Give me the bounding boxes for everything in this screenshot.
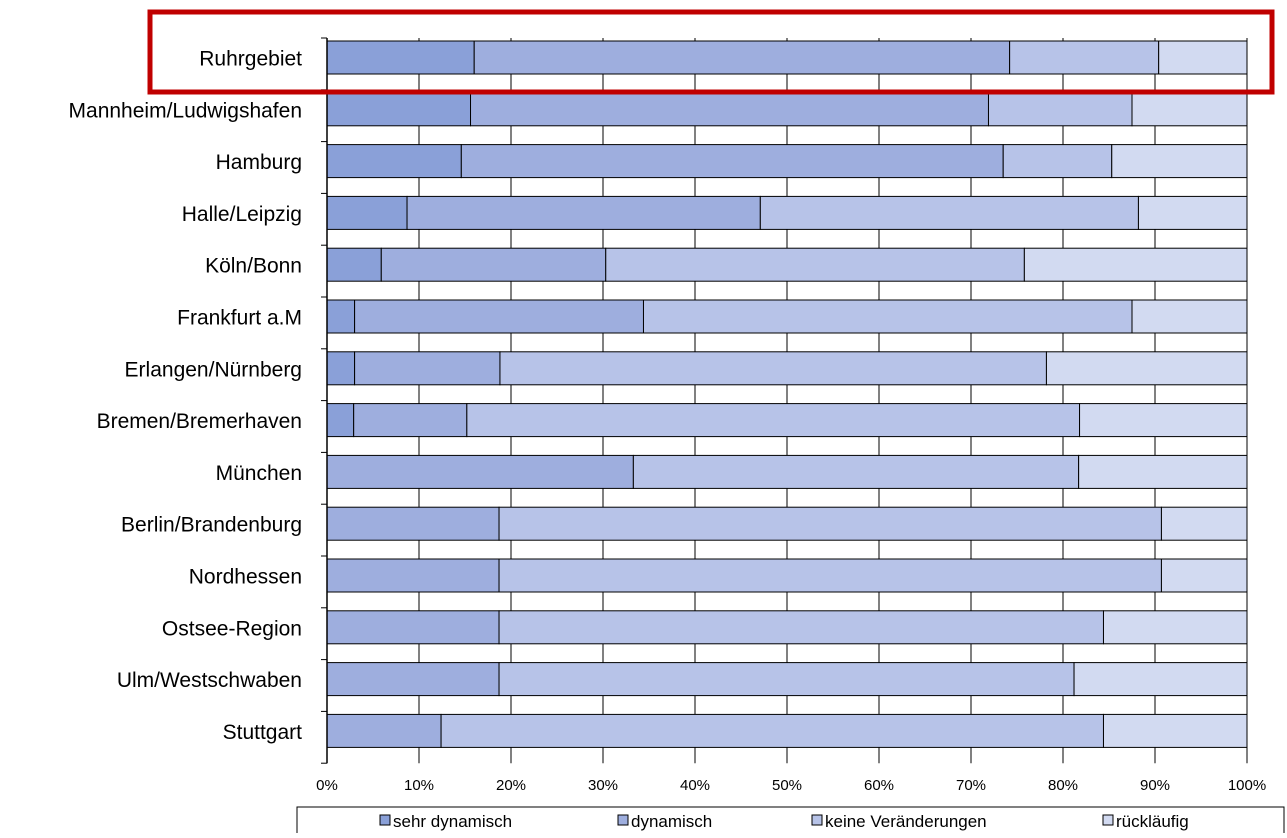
legend-label: rückläufig — [1116, 812, 1189, 831]
legend-swatch — [379, 814, 391, 826]
bar-segment — [498, 558, 1162, 593]
x-tick-label: 60% — [864, 777, 894, 794]
category-label: Köln/Bonn — [205, 255, 302, 278]
category-label: Ostsee-Region — [162, 617, 302, 640]
bar-segment — [354, 299, 644, 334]
bar-segment — [326, 506, 500, 541]
bar-segment — [1009, 40, 1160, 75]
bar-segment — [326, 662, 500, 697]
bar-segment — [326, 92, 472, 127]
category-label: München — [216, 462, 302, 485]
x-tick-label: 70% — [956, 777, 986, 794]
bar-segment — [380, 247, 607, 282]
legend-swatch — [617, 814, 629, 826]
bar-segment — [460, 144, 1004, 179]
bar-segment — [499, 351, 1047, 386]
bar-segment — [326, 195, 408, 230]
bar-segment — [326, 403, 355, 438]
category-label: Stuttgart — [223, 721, 303, 744]
x-tick-label: 30% — [588, 777, 618, 794]
category-label: Ulm/Westschwaben — [117, 669, 302, 692]
category-label: Hamburg — [216, 151, 302, 174]
legend-swatch — [1102, 814, 1114, 826]
bar-segment — [326, 713, 442, 748]
category-label: Frankfurt a.M — [177, 307, 302, 330]
bar-segment — [353, 403, 468, 438]
bar-segment — [1002, 144, 1113, 179]
legend-label: keine Veränderungen — [825, 812, 987, 831]
legend-label: sehr dynamisch — [393, 812, 512, 831]
legend-label: dynamisch — [631, 812, 712, 831]
x-tick-label: 20% — [496, 777, 526, 794]
bar-segment — [326, 454, 634, 489]
bar-segment — [1137, 195, 1248, 230]
x-tick-label: 10% — [404, 777, 434, 794]
legend-box — [296, 806, 1285, 838]
bar-segment — [759, 195, 1139, 230]
category-label: Erlangen/Nürnberg — [125, 358, 302, 381]
highlight-frame — [147, 9, 1275, 95]
bar-segment — [498, 662, 1075, 697]
bar-segment — [326, 351, 356, 386]
x-tick-label: 0% — [316, 777, 338, 794]
x-tick-label: 100% — [1228, 777, 1266, 794]
bar-segment — [498, 610, 1104, 645]
bar-segment — [466, 403, 1081, 438]
bar-segment — [498, 506, 1162, 541]
category-label: Nordhessen — [189, 566, 302, 589]
bar-segment — [354, 351, 501, 386]
category-label: Halle/Leipzig — [182, 203, 302, 226]
bar-segment — [473, 40, 1011, 75]
bar-segment — [1160, 558, 1248, 593]
legend-swatch — [811, 814, 823, 826]
bar-segment — [1131, 92, 1248, 127]
bar-segment — [1023, 247, 1248, 282]
bar-segment — [1131, 299, 1248, 334]
bar-segment — [1160, 506, 1248, 541]
category-label: Berlin/Brandenburg — [121, 514, 302, 537]
category-label: Mannheim/Ludwigshafen — [69, 99, 302, 122]
bar-segment — [326, 299, 356, 334]
x-tick-label: 40% — [680, 777, 710, 794]
bar-segment — [326, 558, 500, 593]
bar-segment — [1078, 454, 1248, 489]
bar-segment — [1073, 662, 1248, 697]
bar-segment — [406, 195, 761, 230]
x-tick-label: 90% — [1140, 777, 1170, 794]
bar-segment — [326, 247, 382, 282]
x-tick-label: 80% — [1048, 777, 1078, 794]
bar-segment — [1102, 610, 1248, 645]
bar-segment — [1045, 351, 1248, 386]
bar-segment — [1102, 713, 1248, 748]
bar-segment — [1158, 40, 1248, 75]
bar-segment — [326, 144, 462, 179]
x-tick-label: 50% — [772, 777, 802, 794]
bar-segment — [470, 92, 989, 127]
bar-segment — [605, 247, 1025, 282]
bar-segment — [987, 92, 1133, 127]
bar-segment — [1079, 403, 1248, 438]
bar-segment — [642, 299, 1133, 334]
bar-segment — [440, 713, 1104, 748]
bar-segment — [326, 40, 475, 75]
bar-segment — [326, 610, 500, 645]
bar-segment — [1111, 144, 1248, 179]
category-label: Ruhrgebiet — [199, 48, 302, 71]
category-label: Bremen/Bremerhaven — [97, 410, 302, 433]
bar-segment — [632, 454, 1080, 489]
